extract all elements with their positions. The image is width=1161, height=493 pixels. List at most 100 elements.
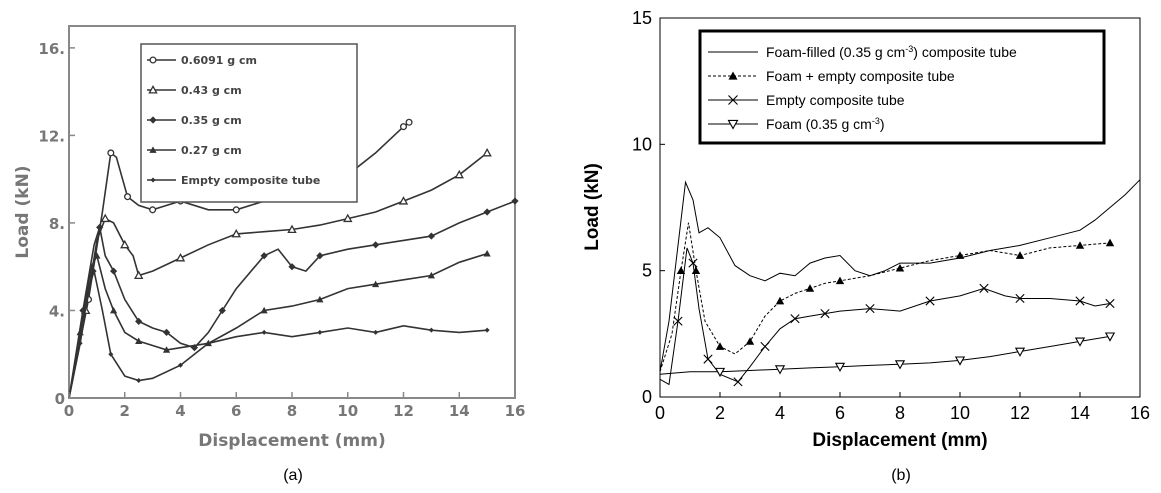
data-point-b: [1074, 337, 1086, 347]
data-point-b: [865, 303, 875, 314]
legend-box-b: [698, 29, 1106, 145]
data-point-a: [77, 340, 83, 346]
legend-label-b: Foam-filled (0.35 g cm-3) composite tube: [766, 44, 1017, 60]
series-a-4: [68, 267, 490, 399]
y-tick-label-a: 12.: [38, 127, 65, 145]
data-point-b: [1105, 238, 1115, 247]
data-point-b: [774, 365, 786, 375]
data-point-a: [428, 327, 434, 333]
data-point-a: [175, 253, 186, 262]
legend-marker-a: [148, 85, 158, 94]
data-point-a: [149, 206, 157, 214]
x-tick-label-b: 2: [715, 403, 725, 423]
data-point-a: [405, 118, 413, 126]
data-point-b: [955, 251, 965, 259]
data-point-a: [316, 252, 324, 260]
legend-a: 0.6091 g cm 0.43 g cm 0.35 g cm 0.27 g cm Em…: [140, 43, 358, 203]
data-point-a: [205, 340, 211, 346]
data-point-a: [93, 252, 101, 259]
data-point-b: [925, 296, 935, 306]
data-point-b: [715, 342, 725, 350]
data-point-a: [136, 377, 142, 384]
data-point-a: [287, 224, 297, 234]
y-tick-label-a: 0: [55, 390, 65, 408]
data-point-a: [107, 149, 115, 157]
data-point-a: [120, 239, 130, 249]
series-line-b: [659, 247, 1111, 386]
data-point-b: [733, 377, 743, 387]
x-tick-label-a: 0: [64, 402, 74, 420]
panel-b: 0 2 4 6 8 10 12 14 16 0 5 10 15 Displacement (mm) Lo…: [582, 8, 1150, 484]
data-point-b: [805, 284, 815, 292]
data-point-b: [954, 356, 966, 366]
data-point-b: [790, 314, 800, 324]
x-tick-label-a: 2: [120, 402, 130, 420]
x-tick-label-b: 8: [895, 403, 905, 423]
x-tick-label-a: 4: [175, 402, 185, 420]
data-point-b: [676, 266, 686, 275]
data-point-b: [714, 367, 726, 378]
data-point-b: [1075, 296, 1085, 306]
data-point-a: [232, 206, 240, 214]
legend-marker-a: [150, 177, 156, 183]
data-point-b: [775, 296, 785, 305]
y-tick-label-a: 8.: [49, 215, 65, 233]
data-point-a: [261, 329, 267, 335]
x-axis-label-a: Displacement (mm): [198, 431, 386, 451]
data-point-b: [1015, 293, 1025, 304]
data-point-a: [162, 328, 171, 336]
data-point-a: [231, 228, 241, 238]
data-point-a: [100, 213, 110, 223]
series-a-1: [68, 147, 492, 399]
legend-label-a: Empty composite tube: [181, 174, 320, 187]
series-line-b: [659, 179, 1141, 372]
data-point-b: [835, 276, 845, 285]
legend-marker-b: [728, 95, 738, 105]
data-point-a: [108, 351, 114, 357]
data-point-a: [511, 197, 519, 205]
data-point-a: [373, 329, 379, 335]
panel-caption-a: (a): [283, 467, 303, 484]
data-point-a: [427, 271, 435, 279]
data-point-a: [483, 208, 491, 216]
data-point-a: [399, 123, 408, 131]
data-point-b: [760, 341, 770, 352]
data-point-a: [427, 232, 435, 240]
data-point-b: [820, 309, 830, 319]
data-point-a: [317, 329, 323, 335]
y-tick-label-b: 15: [632, 8, 652, 28]
data-point-a: [372, 241, 380, 249]
data-point-b: [688, 258, 698, 268]
data-point-b: [1075, 241, 1085, 249]
series-line-b: [659, 335, 1111, 375]
legend-label-a: 0.35 g cm: [181, 114, 242, 127]
legend-label-a: 0.43 g cm: [181, 84, 242, 97]
data-point-a: [124, 193, 132, 201]
x-tick-label-a: 14: [449, 402, 470, 420]
x-tick-label-b: 6: [835, 403, 845, 423]
data-point-b: [673, 316, 683, 326]
legend-label-a: 0.6091 g cm: [181, 54, 257, 67]
panel-a: 0 2 4 6 8 10 12 14 16 0 4. 8. 12. 16. Displacement (m…: [13, 25, 525, 484]
series-line-a: [68, 252, 488, 399]
legend-marker-a: [149, 56, 157, 64]
x-tick-label-b: 16: [1130, 403, 1150, 423]
data-point-b: [703, 354, 713, 364]
data-point-a: [177, 362, 184, 368]
data-point-b: [895, 263, 905, 272]
x-tick-label-a: 10: [337, 402, 358, 420]
data-point-b: [691, 266, 701, 275]
data-point-a: [288, 263, 296, 271]
x-tick-label-a: 6: [231, 402, 241, 420]
legend-marker-b: [728, 71, 738, 80]
ticks-a: 0 2 4 6 8 10 12 14 16 0 4. 8. 12. 16.: [38, 40, 525, 420]
legend-marker-b: [727, 119, 739, 130]
series-line-b: [659, 222, 1111, 372]
data-point-a: [135, 317, 143, 326]
y-tick-label-b: 10: [632, 134, 652, 154]
data-point-a: [91, 268, 97, 274]
x-tick-label-a: 8: [287, 402, 297, 420]
data-point-a: [343, 213, 353, 223]
data-point-a: [260, 252, 268, 260]
